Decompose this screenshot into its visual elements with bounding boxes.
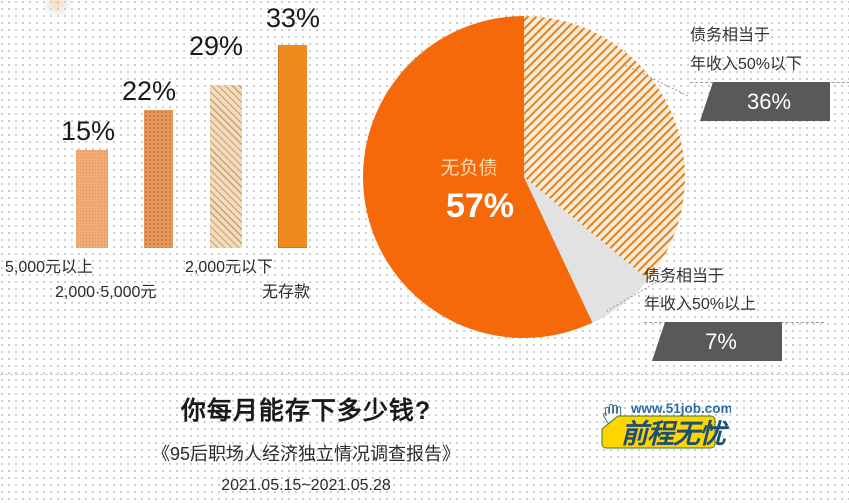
- svg-text:www.51job.com: www.51job.com: [630, 401, 731, 416]
- svg-text:前程无忧: 前程无忧: [621, 419, 730, 449]
